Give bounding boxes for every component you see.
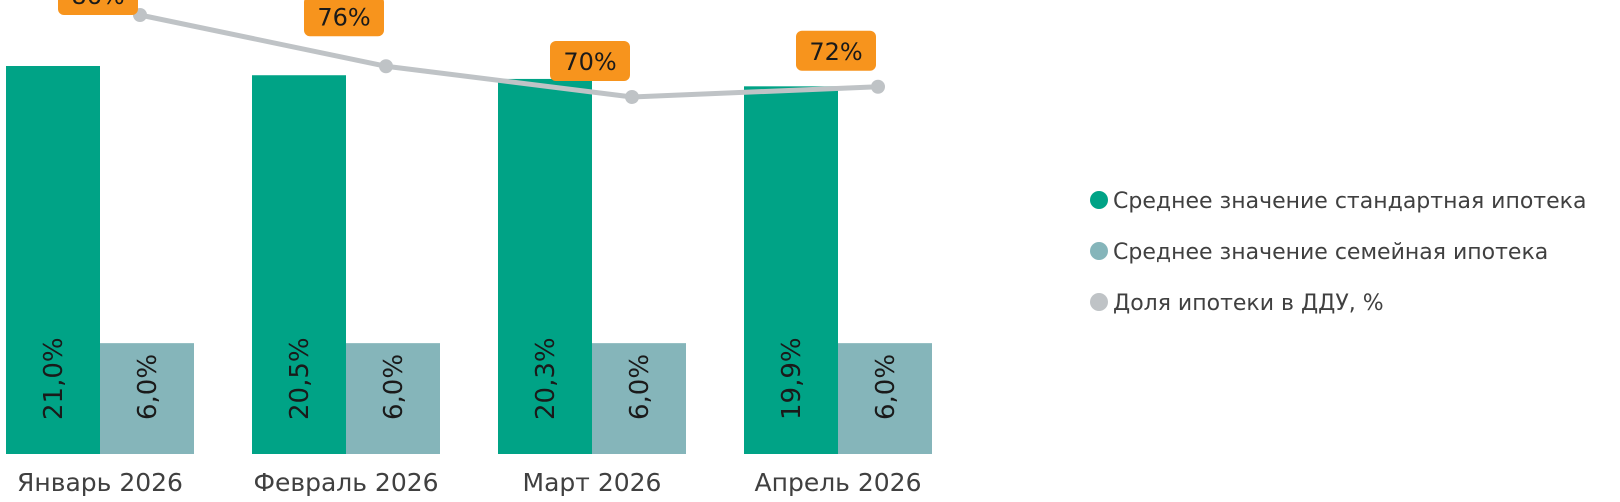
share-label-box-2 xyxy=(550,41,630,81)
share-label-text-0: 86% xyxy=(71,0,124,10)
category-label-3: Апрель 2026 xyxy=(755,468,922,497)
legend-label-0: Среднее значение стандартная ипотека xyxy=(1113,189,1586,214)
legend-marker-1 xyxy=(1090,242,1108,260)
bar-standard-2 xyxy=(498,78,592,454)
share-label-box-0 xyxy=(58,0,138,15)
share-point-3 xyxy=(871,79,885,94)
category-label-1: Февраль 2026 xyxy=(253,468,438,497)
bar-standard-0 xyxy=(6,66,100,454)
bar-family-2 xyxy=(592,343,686,454)
share-label-1: 76% xyxy=(304,0,384,37)
category-label-2: Март 2026 xyxy=(523,468,662,497)
bar-label-family-3: 6,0% xyxy=(871,354,901,420)
category-labels-layer: Январь 2026 Февраль 2026 Март 2026 Апрель 2… xyxy=(17,468,921,497)
share-label-text-1: 76% xyxy=(317,3,370,31)
share-label-3: 72% xyxy=(796,30,876,71)
share-line-layer: 86% 76% 70% 72% xyxy=(58,0,885,104)
share-line xyxy=(139,12,879,100)
bar-label-family-2: 6,0% xyxy=(625,354,655,420)
legend-label-1: Среднее значение семейная ипотека xyxy=(1113,240,1548,265)
bar-label-standard-0: 21,0% xyxy=(39,337,69,420)
bar-label-standard-1: 20,5% xyxy=(285,337,315,420)
share-label-box-1 xyxy=(304,0,384,37)
category-label-0: Январь 2026 xyxy=(17,468,183,497)
bar-labels-layer: 21,0% 6,0% 20,5% 6,0% 20,3% 6,0% 19,9% 6,0% xyxy=(39,337,901,420)
share-label-text-2: 70% xyxy=(563,48,616,76)
bar-label-family-0: 6,0% xyxy=(133,354,163,420)
share-label-0: 86% xyxy=(58,0,138,15)
bar-standard-1 xyxy=(252,75,346,454)
legend-item-2: Доля ипотеки в ДДУ, % xyxy=(1090,291,1384,316)
bar-label-standard-2: 20,3% xyxy=(531,337,561,420)
share-label-box-3 xyxy=(796,30,876,71)
legend-label-2: Доля ипотеки в ДДУ, % xyxy=(1113,291,1384,316)
bar-family-3 xyxy=(838,343,932,454)
legend: Среднее значение стандартная ипотека Сред… xyxy=(1090,189,1586,316)
legend-marker-2 xyxy=(1090,293,1108,311)
share-label-text-3: 72% xyxy=(809,38,862,66)
bar-family-1 xyxy=(346,343,440,454)
share-label-2: 70% xyxy=(550,41,630,81)
legend-item-0: Среднее значение стандартная ипотека xyxy=(1090,189,1586,214)
bar-standard-3 xyxy=(744,86,838,455)
bar-family-0 xyxy=(100,343,194,454)
legend-marker-0 xyxy=(1090,191,1108,209)
bars-layer xyxy=(6,66,932,455)
bar-label-standard-3: 19,9% xyxy=(777,337,807,420)
share-point-1 xyxy=(379,59,393,74)
legend-item-1: Среднее значение семейная ипотека xyxy=(1090,240,1548,265)
bar-label-family-1: 6,0% xyxy=(379,354,409,420)
share-point-2 xyxy=(625,90,639,104)
